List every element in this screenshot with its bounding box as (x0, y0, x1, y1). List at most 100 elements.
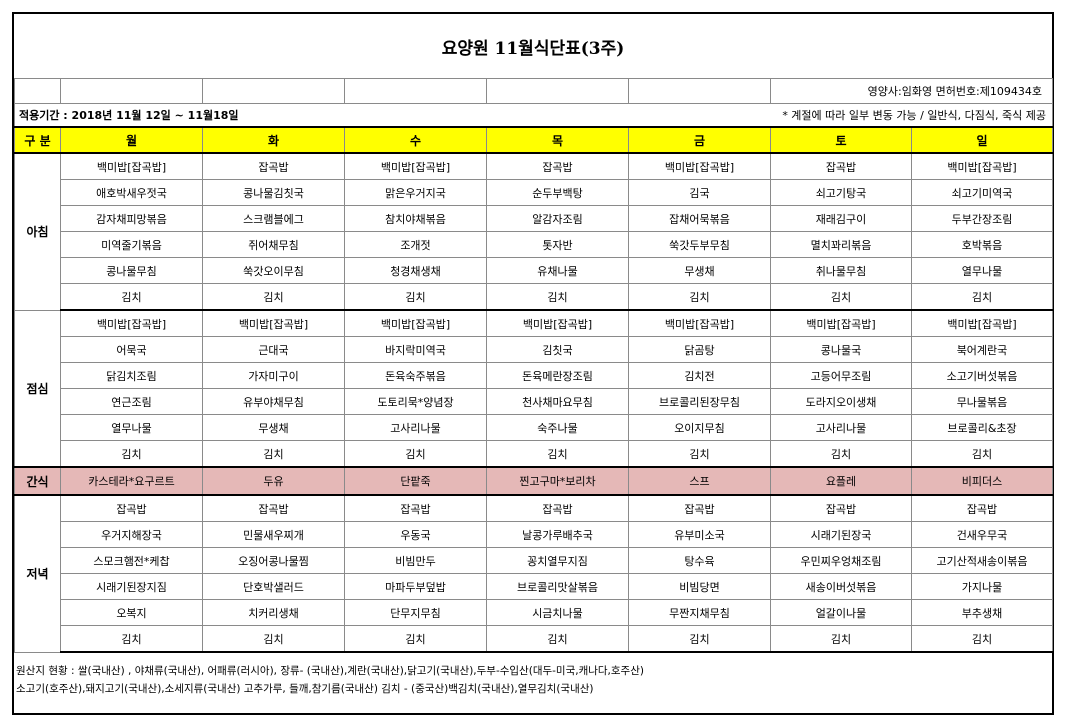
menu-item: 김치 (202, 283, 345, 311)
menu-item: 백미밥[잡곡밥] (628, 309, 771, 337)
menu-item: 김치 (770, 440, 912, 468)
menu-item: 백미밥[잡곡밥] (628, 152, 771, 180)
lunch-row: 닭김치조림 가자미구이 돈육숙주볶음 돈육메란장조림 김치전 고등어무조림 소고기버섯볶음 (15, 362, 1053, 389)
day-header-thu: 목 (486, 126, 629, 154)
menu-item: 잡곡밥 (60, 494, 203, 522)
snack-row: 간식 카스테라*요구르트 두유 단팥죽 찐고구마*보리차 스프 요플레 비피더스 (14, 466, 1053, 496)
menu-item: 도라지오이생채 (770, 388, 912, 415)
menu-item: 알감자조림 (486, 205, 629, 232)
menu-item: 김치 (486, 283, 629, 311)
menu-item: 유부야채무침 (202, 388, 345, 415)
menu-item: 고등어무조림 (770, 362, 912, 389)
menu-item: 건새우무국 (911, 521, 1053, 548)
menu-item: 미역줄기볶음 (60, 231, 203, 258)
menu-item: 쇠고기미역국 (911, 179, 1053, 206)
menu-item: 고기산적새송이볶음 (911, 547, 1053, 574)
menu-item: 비빔만두 (344, 547, 487, 574)
day-header-wed: 수 (344, 126, 487, 154)
lunch-row: 김치 김치 김치 김치 김치 김치 김치 (15, 440, 1053, 468)
menu-item: 우거지해장국 (60, 521, 203, 548)
menu-item: 멸치꽈리볶음 (770, 231, 912, 258)
day-header-sun: 일 (911, 126, 1053, 154)
menu-item: 콩나물김칫국 (202, 179, 345, 206)
menu-item: 김치 (911, 625, 1053, 653)
menu-item: 콩나물국 (770, 336, 912, 363)
menu-item: 열무나물 (911, 257, 1053, 284)
menu-item: 잡곡밥 (911, 494, 1053, 522)
menu-item: 북어계란국 (911, 336, 1053, 363)
menu-item: 새송이버섯볶음 (770, 573, 912, 600)
menu-item: 무생채 (202, 414, 345, 441)
day-header-tue: 화 (202, 126, 345, 154)
menu-item: 애호박새우젓국 (60, 179, 203, 206)
menu-item: 브로콜리맛살볶음 (486, 573, 629, 600)
menu-item: 김치 (60, 283, 203, 311)
dinner-row: 김치 김치 김치 김치 김치 김치 김치 (15, 625, 1053, 653)
menu-item: 오이지무침 (628, 414, 771, 441)
menu-item: 우민찌우엉채조림 (770, 547, 912, 574)
origin-line-2: 소고기(호주산),돼지고기(국내산),소세지류(국내산) 고추가루, 들깨,참기… (16, 683, 594, 695)
menu-item: 부추생채 (911, 599, 1053, 626)
breakfast-row: 감자채피망볶음 스크램블에그 참치야채볶음 알감자조림 잡채어묵볶음 재래김구이 두부간장조… (15, 205, 1053, 232)
menu-table: 영양사:임화영 면허번호:제109434호 적용기간 : 2018년 11월 1… (14, 78, 1053, 653)
menu-item: 숙주나물 (486, 414, 629, 441)
menu-item: 닭김치조림 (60, 362, 203, 389)
dinner-label: 저녁 (14, 494, 61, 653)
menu-item: 백미밥[잡곡밥] (486, 309, 629, 337)
origin-info: 원산지 현황 : 쌀(국내산) , 야채류(국내산), 어패류(러시아), 장류… (14, 662, 1054, 698)
header-row: 구 분 월 화 수 목 금 토 일 (14, 126, 1053, 154)
menu-item: 김치 (628, 440, 771, 468)
menu-item: 감자채피망볶음 (60, 205, 203, 232)
menu-item: 김치 (344, 283, 487, 311)
lunch-row: 어묵국 근대국 바지락미역국 김칫국 닭곰탕 콩나물국 북어계란국 (15, 336, 1053, 363)
breakfast-row: 미역줄기볶음 쥐어채무침 조개젓 톳자반 쑥갓두부무침 멸치꽈리볶음 호박볶음 (15, 231, 1053, 258)
menu-item: 김칫국 (486, 336, 629, 363)
menu-item: 쥐어채무침 (202, 231, 345, 258)
menu-item: 가지나물 (911, 573, 1053, 600)
menu-item: 김국 (628, 179, 771, 206)
menu-item: 잡곡밥 (770, 152, 912, 180)
lunch-row: 연근조림 유부야채무침 도토리묵*양념장 천사채마요무침 브로콜리된장무침 도라지오이생채… (15, 388, 1053, 415)
menu-item: 천사채마요무침 (486, 388, 629, 415)
menu-item: 김치 (911, 440, 1053, 468)
menu-item: 잡곡밥 (770, 494, 912, 522)
snack-item: 스프 (628, 466, 771, 496)
menu-item: 김치 (628, 283, 771, 311)
snack-item: 요플레 (770, 466, 912, 496)
menu-item: 어묵국 (60, 336, 203, 363)
snack-label: 간식 (14, 466, 61, 496)
menu-item: 김치 (486, 625, 629, 653)
day-header-mon: 월 (60, 126, 203, 154)
menu-item: 김치 (344, 440, 487, 468)
menu-item: 김치 (770, 283, 912, 311)
dinner-row: 스모크햄전*케찹 오징어콩나물찜 비빔만두 꽁치열무지짐 탕수육 우민찌우엉채조림 고기산적… (15, 547, 1053, 574)
breakfast-row: 애호박새우젓국 콩나물김칫국 맑은우거지국 순두부백탕 김국 쇠고기탕국 쇠고기미역국 (15, 179, 1053, 206)
snack-item: 두유 (202, 466, 345, 496)
menu-item: 우동국 (344, 521, 487, 548)
menu-item: 김치 (60, 625, 203, 653)
menu-item: 쇠고기탕국 (770, 179, 912, 206)
menu-item: 민물새우찌개 (202, 521, 345, 548)
menu-item: 김치 (344, 625, 487, 653)
menu-item: 시금치나물 (486, 599, 629, 626)
menu-item: 김치 (911, 283, 1053, 311)
menu-item: 바지락미역국 (344, 336, 487, 363)
menu-item: 단무지무침 (344, 599, 487, 626)
dinner-row: 시래기된장지짐 단호박샐러드 마파두부덮밥 브로콜리맛살볶음 비빔당면 새송이버섯볶음 가지… (15, 573, 1053, 600)
menu-item: 고사리나물 (770, 414, 912, 441)
menu-item: 톳자반 (486, 231, 629, 258)
menu-sheet: 요양원 11월식단표(3주) 영양사:임화영 면허번호:제109434호 적용기… (12, 12, 1054, 715)
menu-item: 김치전 (628, 362, 771, 389)
menu-item: 연근조림 (60, 388, 203, 415)
dinner-row: 저녁 잡곡밥 잡곡밥 잡곡밥 잡곡밥 잡곡밥 잡곡밥 잡곡밥 (14, 494, 1053, 653)
lunch-row: 열무나물 무생채 고사리나물 숙주나물 오이지무침 고사리나물 브로콜리&초장 (15, 414, 1053, 441)
menu-item: 치커리생채 (202, 599, 345, 626)
menu-item: 백미밥[잡곡밥] (911, 152, 1053, 180)
snack-item: 비피더스 (911, 466, 1053, 496)
menu-item: 백미밥[잡곡밥] (770, 309, 912, 337)
origin-line-1: 원산지 현황 : 쌀(국내산) , 야채류(국내산), 어패류(러시아), 장류… (16, 665, 644, 677)
info-row-period: 적용기간 : 2018년 11월 12일 ~ 11월18일 * 계절에 따라 일… (14, 103, 1053, 128)
menu-item: 참치야채볶음 (344, 205, 487, 232)
menu-item: 순두부백탕 (486, 179, 629, 206)
menu-item: 유채나물 (486, 257, 629, 284)
